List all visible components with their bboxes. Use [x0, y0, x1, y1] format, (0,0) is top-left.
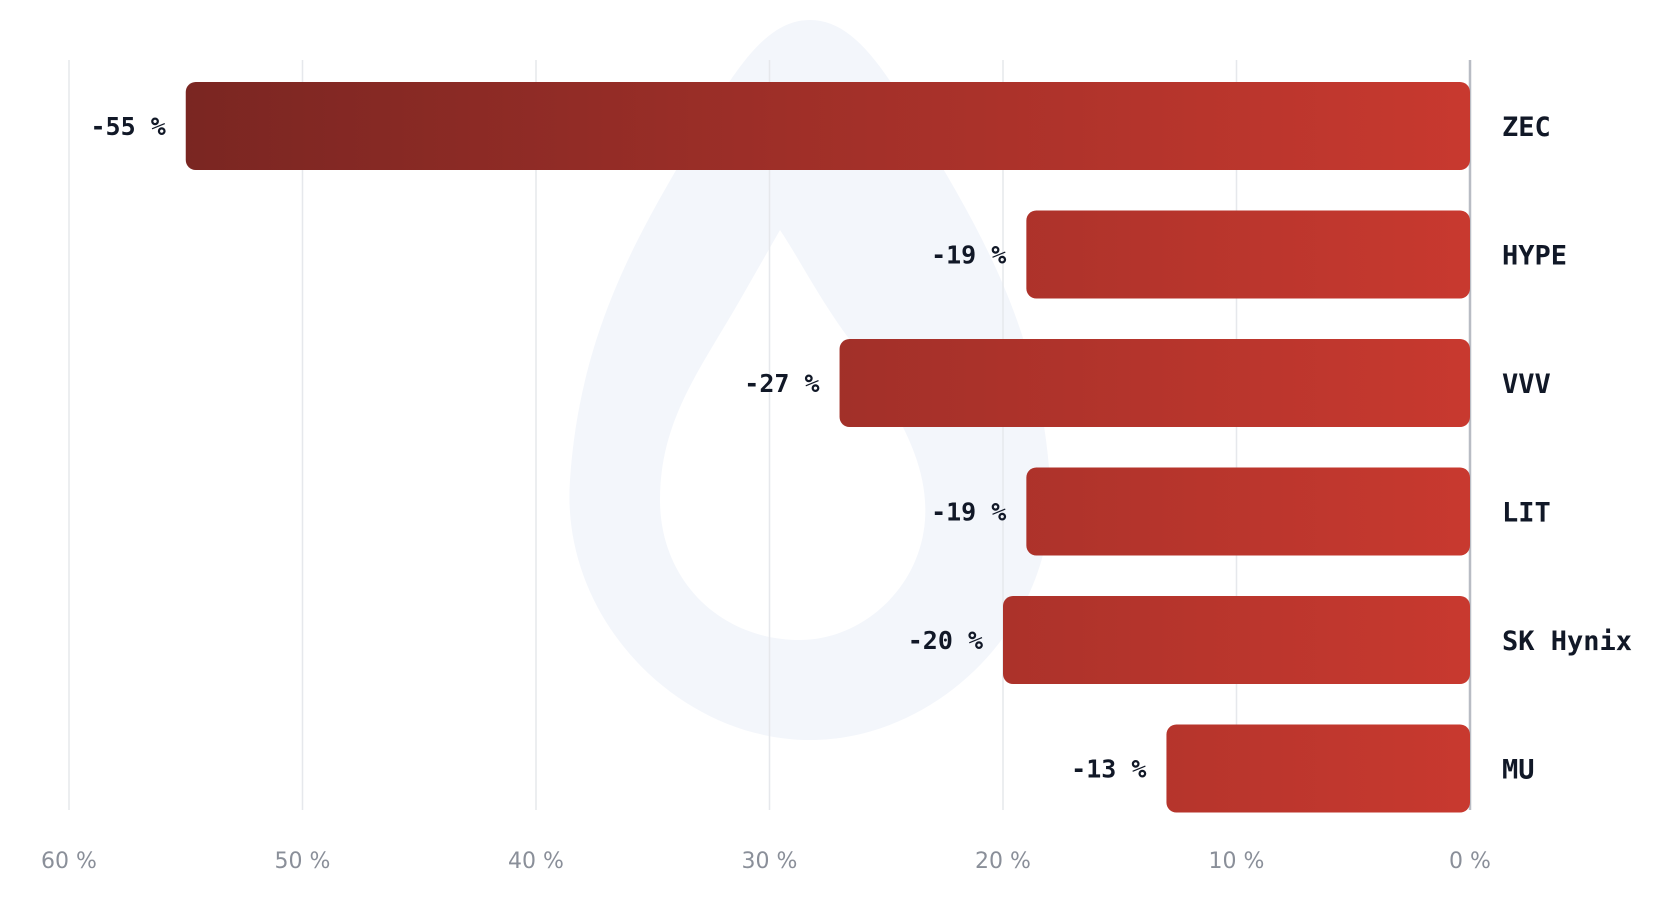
category-label: LIT — [1502, 498, 1551, 529]
bar — [1166, 724, 1470, 813]
x-axis-ticks: 60 % 50 % 40 % 30 % 20 % 10 % 0 % — [41, 849, 1491, 874]
value-label: -19 % — [931, 498, 1006, 527]
bar — [1003, 596, 1470, 684]
x-tick-label: 40 % — [508, 849, 564, 874]
bar — [1026, 210, 1470, 299]
value-label: -13 % — [1071, 755, 1146, 784]
x-tick-label: 20 % — [975, 849, 1031, 874]
bar — [839, 339, 1470, 427]
bar — [185, 82, 1470, 170]
bars — [185, 82, 1470, 813]
x-tick-label: 0 % — [1449, 849, 1491, 874]
value-label: -27 % — [744, 369, 819, 398]
gridlines — [68, 60, 1472, 810]
category-label: MU — [1502, 755, 1535, 786]
x-tick-label: 30 % — [742, 849, 798, 874]
x-tick-label: 10 % — [1209, 849, 1265, 874]
category-label: HYPE — [1502, 241, 1567, 272]
value-label: -19 % — [931, 241, 1006, 270]
category-label: ZEC — [1502, 112, 1551, 143]
drop-logo-icon — [569, 20, 1051, 740]
category-label: SK Hynix — [1502, 626, 1632, 657]
value-label: -20 % — [908, 626, 983, 655]
category-label: VVV — [1502, 369, 1551, 400]
x-tick-label: 60 % — [41, 849, 97, 874]
labels: -55 % ZEC -19 % HYPE -27 % VVV -19 % LIT -20 % SK… — [90, 112, 1632, 786]
bar — [1026, 467, 1470, 556]
x-tick-label: 50 % — [275, 849, 331, 874]
value-label: -55 % — [90, 112, 165, 141]
